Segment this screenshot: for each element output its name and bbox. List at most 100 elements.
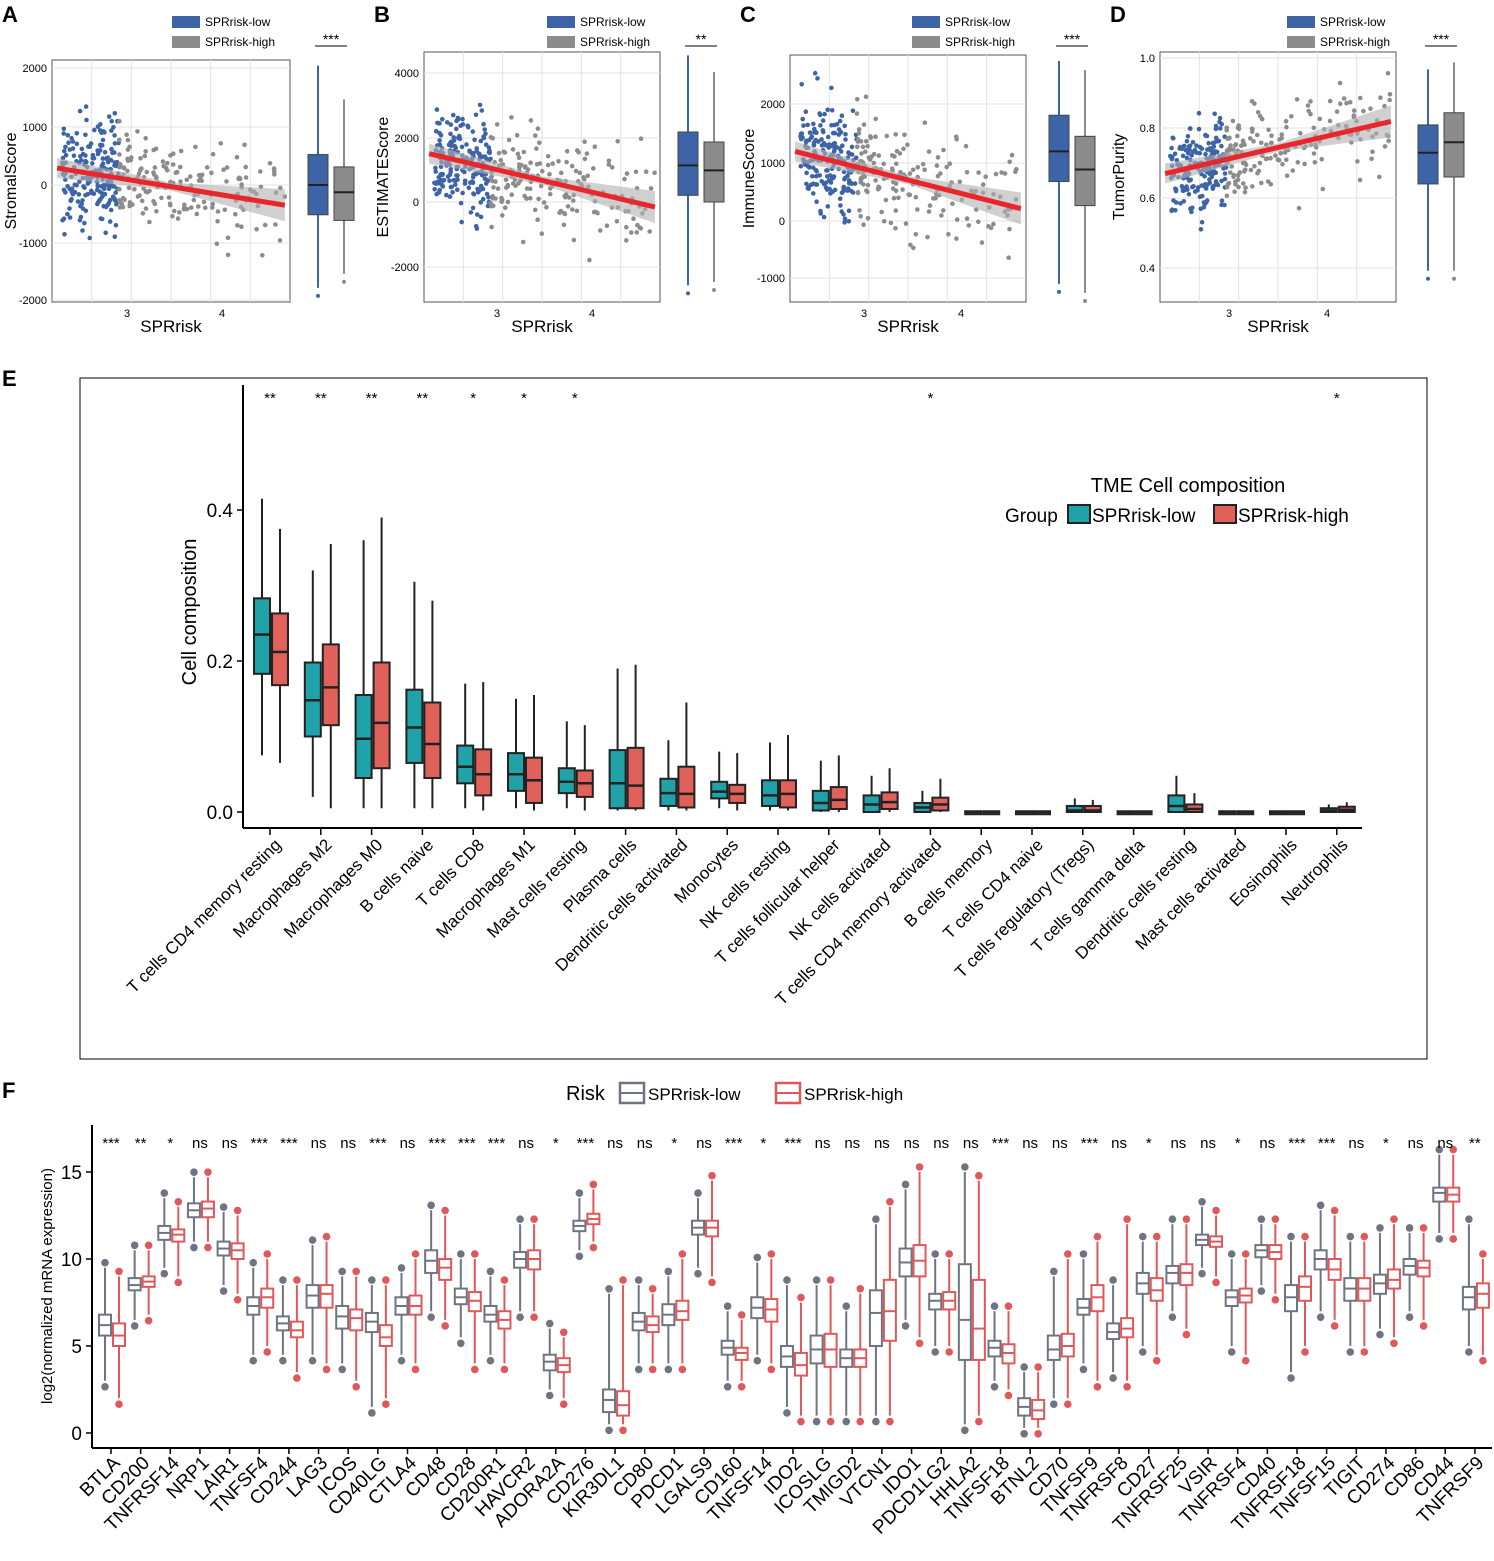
scatter-point [1361, 108, 1366, 114]
scatter-point [486, 145, 492, 150]
scatter-point [1357, 177, 1363, 183]
scatter-point [533, 133, 538, 138]
scatter-point [897, 151, 903, 156]
outlier-point [1050, 1267, 1058, 1276]
regression-line [56, 165, 286, 208]
scatter-point [537, 161, 543, 166]
scatter-point [487, 150, 493, 156]
scatter-point [1198, 206, 1204, 212]
scatter-point [1225, 148, 1230, 154]
scatter-point [1224, 184, 1230, 190]
x-axis-label: SPRrisk [511, 317, 573, 336]
outlier-point [1465, 1215, 1473, 1223]
scatter-point [120, 195, 126, 201]
outlier-point [115, 1400, 123, 1408]
x-tick-label: 3 [861, 308, 867, 320]
scatter-point [842, 123, 847, 129]
outlier-point [1004, 1302, 1013, 1310]
scatter-point [481, 121, 486, 127]
legend-label: SPRrisk-high [1320, 35, 1390, 49]
scatter-point [843, 131, 848, 137]
scatter-point [896, 195, 901, 201]
panel-letter: E [2, 366, 17, 391]
scatter-point [117, 186, 122, 192]
scatter-point [210, 205, 215, 210]
scatter-point [1308, 111, 1313, 117]
y-tick-label: 0.2 [207, 652, 233, 673]
confidence-band [429, 143, 655, 223]
scatter-point [1190, 140, 1196, 145]
y-tick-label: 1000 [23, 122, 47, 134]
scatter-point [67, 206, 72, 211]
scatter-point [436, 175, 442, 180]
scatter-point [922, 167, 927, 173]
scatter-point [478, 183, 484, 189]
scatter-point [606, 162, 612, 167]
scatter-point [633, 169, 639, 175]
scatter-point [528, 195, 533, 201]
scatter-point [118, 163, 123, 168]
scatter-point [111, 184, 117, 189]
scatter-point [1219, 202, 1224, 208]
significance-label: ns [1052, 1135, 1068, 1152]
scatter-point [125, 168, 130, 174]
scatter-point [445, 120, 450, 125]
scatter-point [811, 121, 816, 127]
outlier-point [975, 1417, 983, 1426]
outlier-point [686, 291, 690, 296]
scatter-point [814, 169, 819, 174]
scatter-point [1190, 184, 1195, 190]
scatter-point [1311, 125, 1317, 131]
scatter-point [1302, 161, 1307, 167]
scatter-point [1228, 170, 1233, 175]
scatter-point [172, 208, 177, 214]
scatter-point [1189, 209, 1194, 215]
scatter-point [485, 203, 491, 209]
outlier-point [767, 1365, 776, 1374]
scatter-point [95, 151, 101, 157]
scatter-point [112, 141, 118, 146]
scatter-point [855, 189, 861, 195]
outlier-point [427, 1313, 435, 1321]
outlier-point [1182, 1215, 1191, 1223]
outlier-point [293, 1374, 301, 1382]
outlier-point [368, 1276, 376, 1284]
scatter-point [893, 208, 899, 213]
scatter-point [1264, 156, 1270, 161]
scatter-point [1179, 184, 1185, 189]
scatter-point [873, 178, 878, 183]
box [608, 749, 627, 810]
scatter-point [823, 180, 829, 186]
scatter-point [818, 208, 823, 214]
scatter-point [828, 180, 834, 185]
outlier-point [368, 1409, 376, 1417]
scatter-point [1184, 139, 1190, 144]
outlier-point [1079, 1365, 1088, 1374]
outlier-point [1057, 289, 1061, 294]
outlier-point [293, 1276, 301, 1284]
scatter-point [1249, 126, 1255, 131]
scatter-point [1006, 255, 1011, 260]
significance-label: ns [963, 1135, 979, 1152]
outlier-point [1390, 1215, 1398, 1223]
scatter-point [832, 122, 837, 128]
scatter-point [78, 154, 83, 159]
scatter-point [871, 151, 877, 157]
scatter-point [1195, 185, 1201, 190]
scatter-point [98, 122, 103, 127]
scatter-point [117, 118, 122, 124]
scatter-point [432, 187, 438, 192]
scatter-point [61, 131, 66, 136]
scatter-point [1249, 99, 1255, 104]
y-tick-label: 2000 [23, 63, 47, 75]
scatter-point [1212, 111, 1217, 117]
significance-label: ns [874, 1135, 890, 1152]
box [333, 166, 355, 221]
scatter-point [915, 207, 920, 212]
scatter-point [800, 116, 805, 122]
scatter-point [1199, 219, 1205, 225]
outlier-point [1465, 1348, 1473, 1356]
scatter-point [455, 177, 460, 182]
outlier-point [382, 1400, 390, 1408]
scatter-point [111, 125, 116, 130]
